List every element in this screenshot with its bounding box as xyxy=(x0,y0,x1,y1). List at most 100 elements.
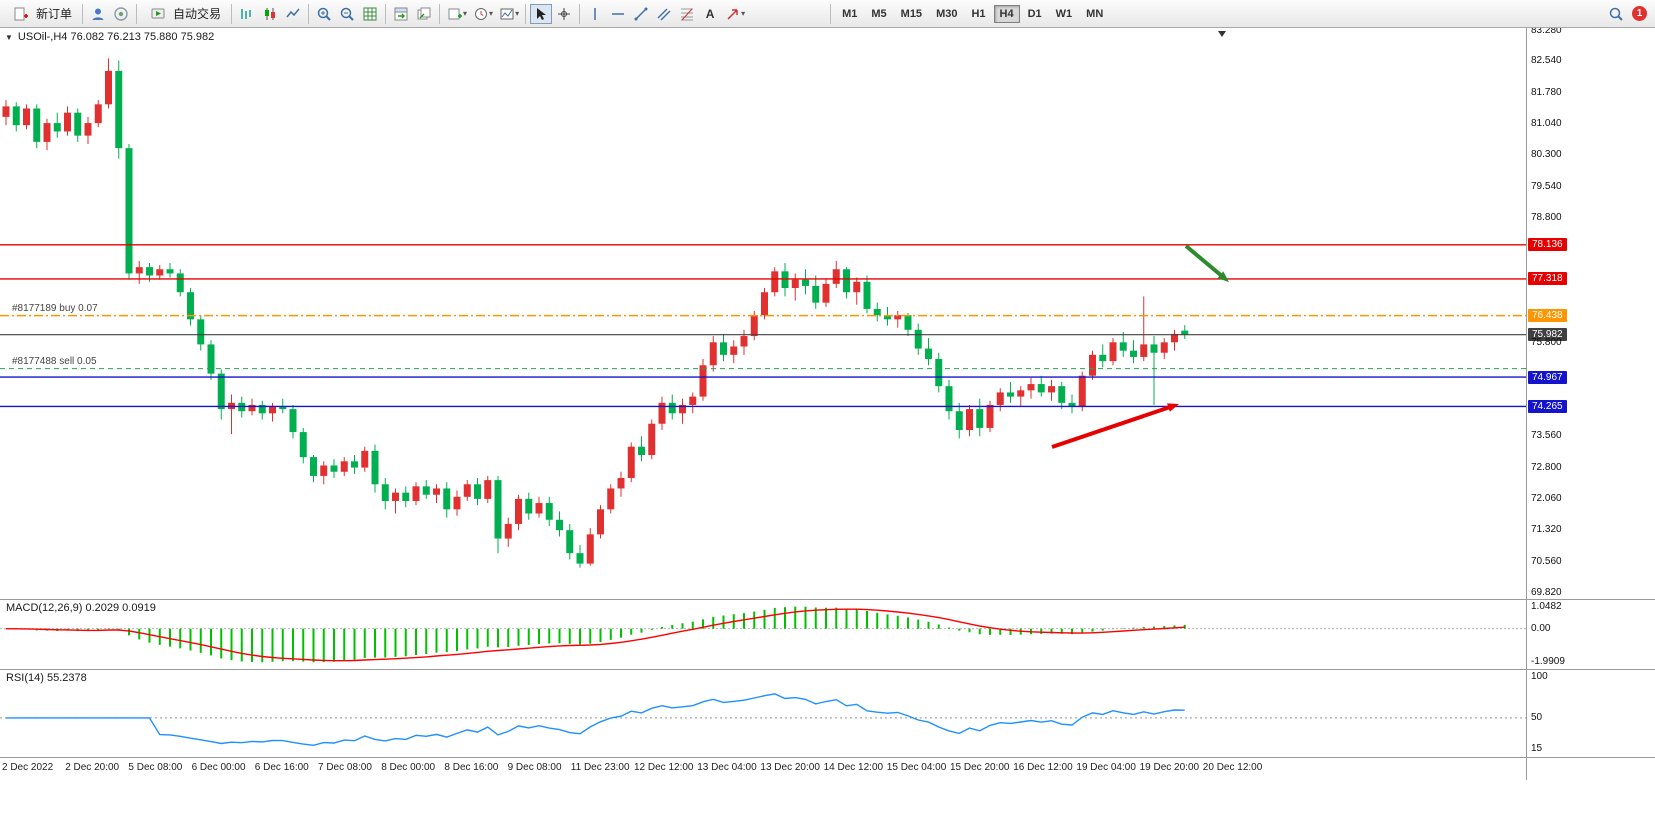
time-axis-label: 13 Dec 04:00 xyxy=(697,762,757,773)
cascade-windows-icon[interactable] xyxy=(413,4,435,24)
macd-canvas[interactable] xyxy=(0,600,1526,669)
crosshair-icon[interactable] xyxy=(553,4,575,24)
toolbar-separator xyxy=(579,3,581,24)
signals-icon[interactable] xyxy=(110,4,132,24)
auto-trading-icon xyxy=(147,4,169,24)
time-axis[interactable]: 2 Dec 2022 2 Dec 20:00 5 Dec 08:00 6 Dec 00… xyxy=(0,758,1526,780)
tile-windows-icon[interactable] xyxy=(390,4,412,24)
timeframe-m5[interactable]: M5 xyxy=(865,5,892,23)
zoom-in-icon[interactable] xyxy=(313,4,335,24)
time-axis-label: 13 Dec 20:00 xyxy=(760,762,820,773)
indicator-axis-label: 100 xyxy=(1531,671,1548,682)
price-axis-label: 70.560 xyxy=(1531,555,1562,567)
price-chart-canvas[interactable] xyxy=(0,28,1526,600)
text-tool-icon[interactable]: A xyxy=(705,6,715,21)
indicator-axis-label: 1.0482 xyxy=(1531,601,1562,612)
bottom-empty-area xyxy=(0,780,1655,828)
toolbar-separator xyxy=(82,3,84,24)
price-axis-label: 81.040 xyxy=(1531,118,1562,130)
toolbar-separator xyxy=(439,3,441,24)
chart-shift-marker-icon[interactable] xyxy=(1218,31,1226,37)
chevron-down-icon[interactable]: ▾ xyxy=(463,9,468,18)
price-badge: 74.265 xyxy=(1528,399,1567,413)
new-order-icon xyxy=(10,4,32,24)
price-axis-label: 71.320 xyxy=(1531,523,1562,535)
price-axis-label: 81.780 xyxy=(1531,87,1562,99)
horizontal-lines[interactable] xyxy=(0,244,1526,408)
cursor-icon[interactable] xyxy=(530,3,553,24)
order-line-label[interactable]: #8177488 sell 0.05 xyxy=(12,355,97,367)
green-down-arrow[interactable] xyxy=(1184,244,1229,282)
line-chart-icon[interactable] xyxy=(282,4,304,24)
new-order-button[interactable]: 新订单 xyxy=(4,1,78,27)
main-toolbar: 新订单 自动交易 ▾ ▾ ▾ A ▾ M1 M5 M15 M30 H1 H4 D1 W1 MN … xyxy=(0,0,1655,28)
timeframe-m30[interactable]: M30 xyxy=(930,5,963,23)
symbol-ohlc-text: USOil-,H4 76.082 76.213 75.880 75.982 xyxy=(17,31,215,43)
trendline-tool-icon[interactable] xyxy=(630,4,652,24)
chevron-down-icon[interactable]: ▾ xyxy=(515,9,520,18)
order-line-label[interactable]: #8177189 buy 0.07 xyxy=(12,302,98,314)
macd-label: MACD(12,26,9) 0.2029 0.0919 xyxy=(6,602,156,614)
timeframe-d1[interactable]: D1 xyxy=(1022,5,1048,23)
indicator-axis-label: 50 xyxy=(1531,711,1543,723)
period-clock-icon[interactable] xyxy=(470,4,492,24)
timeframe-m1[interactable]: M1 xyxy=(836,5,863,23)
grid-icon[interactable] xyxy=(359,4,381,24)
indicator-axis-label: -1.9909 xyxy=(1531,656,1565,667)
auto-trading-button[interactable]: 自动交易 xyxy=(141,1,227,27)
time-axis-label: 16 Dec 12:00 xyxy=(1013,762,1073,773)
macd-panel: MACD(12,26,9) 0.2029 0.0919 xyxy=(0,600,1526,670)
timeframe-h1[interactable]: H1 xyxy=(965,5,991,23)
search-icon[interactable] xyxy=(1605,4,1627,24)
indicator-axis-label: 0.00 xyxy=(1531,622,1551,634)
auto-trading-label: 自动交易 xyxy=(173,7,222,21)
symbol-dropdown-icon[interactable]: ▼ xyxy=(5,32,13,42)
time-axis-label: 11 Dec 23:00 xyxy=(570,762,630,773)
time-axis-label: 8 Dec 16:00 xyxy=(444,762,499,773)
rsi-axis[interactable]: 100 50 15 xyxy=(1526,670,1655,758)
price-axis-label: 72.060 xyxy=(1531,492,1562,504)
horizontal-line-tool-icon[interactable] xyxy=(607,4,629,24)
rsi-line xyxy=(6,693,1185,747)
arrows-tool-icon[interactable] xyxy=(722,4,744,24)
templates-icon[interactable] xyxy=(496,4,518,24)
time-axis-label: 6 Dec 00:00 xyxy=(191,762,246,773)
time-axis-label: 12 Dec 12:00 xyxy=(634,762,694,773)
time-axis-label: 15 Dec 04:00 xyxy=(886,762,947,773)
candlestick-chart-icon[interactable] xyxy=(259,4,281,24)
price-axis-label: 78.800 xyxy=(1531,211,1562,223)
macd-histogram xyxy=(15,606,1186,663)
profile-icon[interactable] xyxy=(87,4,109,24)
chevron-down-icon[interactable]: ▾ xyxy=(489,9,494,18)
new-chart-icon[interactable] xyxy=(444,4,466,24)
timeframe-h4[interactable]: H4 xyxy=(993,4,1020,23)
red-up-arrow[interactable] xyxy=(1051,403,1179,449)
price-axis-label: 72.800 xyxy=(1531,462,1562,474)
new-order-label: 新订单 xyxy=(36,7,73,21)
vertical-line-tool-icon[interactable] xyxy=(584,4,606,24)
timeframe-w1[interactable]: W1 xyxy=(1050,5,1079,23)
timeframe-group: M1 M5 M15 M30 H1 H4 D1 W1 MN xyxy=(835,4,1110,23)
bar-chart-icon[interactable] xyxy=(236,4,258,24)
macd-signal-line xyxy=(5,608,1185,662)
rsi-canvas[interactable] xyxy=(0,670,1526,757)
axis-corner xyxy=(1526,758,1655,780)
time-axis-label: 20 Dec 12:00 xyxy=(1202,762,1263,773)
time-axis-label: 2 Dec 20:00 xyxy=(65,762,120,773)
fibonacci-tool-icon[interactable] xyxy=(676,4,698,24)
zoom-out-icon[interactable] xyxy=(336,4,358,24)
macd-axis[interactable]: 1.0482 0.00 -1.9909 xyxy=(1526,600,1655,670)
notification-badge[interactable]: 1 xyxy=(1632,6,1647,21)
chevron-down-icon[interactable]: ▾ xyxy=(741,9,746,18)
price-badge: 74.967 xyxy=(1528,370,1567,384)
time-axis-label: 8 Dec 00:00 xyxy=(381,762,436,773)
timeframe-mn[interactable]: MN xyxy=(1080,5,1109,23)
time-axis-label: 2 Dec 2022 xyxy=(2,762,54,773)
time-axis-label: 15 Dec 20:00 xyxy=(950,762,1010,773)
toolbar-separator xyxy=(231,3,233,24)
timeframe-m15[interactable]: M15 xyxy=(895,5,928,23)
rsi-panel: RSI(14) 55.2378 xyxy=(0,670,1526,758)
channel-tool-icon[interactable] xyxy=(653,4,675,24)
price-axis[interactable]: 78.136 77.318 76.438 75.982 74.967 74.265 83.2… xyxy=(1526,28,1655,600)
toolbar-separator xyxy=(308,3,310,24)
